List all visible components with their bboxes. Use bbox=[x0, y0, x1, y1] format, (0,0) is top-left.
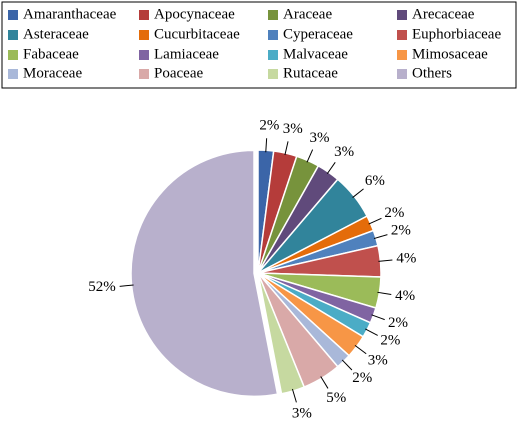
leader-line bbox=[291, 388, 297, 403]
data-label: 4% bbox=[395, 288, 415, 304]
legend-label: Mimosaceae bbox=[412, 46, 488, 62]
leader-line bbox=[119, 284, 134, 287]
leader-line bbox=[284, 141, 289, 156]
leader-line bbox=[371, 314, 385, 321]
legend-swatch bbox=[8, 30, 18, 40]
pie-slice bbox=[130, 149, 279, 398]
data-label: 4% bbox=[396, 250, 416, 266]
legend-label: Rutaceae bbox=[283, 65, 338, 81]
legend-label: Moraceae bbox=[23, 65, 82, 81]
legend-label: Asteraceae bbox=[23, 26, 89, 42]
leader-line bbox=[320, 376, 329, 389]
leader-line bbox=[306, 149, 314, 163]
legend-label: Cyperaceae bbox=[283, 26, 353, 42]
data-label: 2% bbox=[391, 223, 411, 239]
data-label: 2% bbox=[380, 332, 400, 348]
legend-swatch bbox=[268, 69, 278, 79]
legend-label: Arecaceae bbox=[412, 6, 475, 22]
data-label: 3% bbox=[334, 144, 354, 160]
legend-swatch bbox=[139, 30, 149, 40]
legend-swatch bbox=[397, 50, 407, 60]
legend-swatch bbox=[268, 50, 278, 60]
leader-line bbox=[352, 188, 364, 198]
legend-swatch bbox=[8, 69, 18, 79]
legend-swatch bbox=[397, 69, 407, 79]
legend-swatch bbox=[8, 10, 18, 20]
legend-swatch bbox=[397, 30, 407, 40]
leader-line bbox=[341, 359, 353, 371]
legend-box bbox=[1, 1, 517, 89]
legend-swatch bbox=[8, 50, 18, 60]
legend-label: Others bbox=[412, 65, 452, 81]
leader-line bbox=[378, 259, 393, 262]
data-label: 2% bbox=[352, 370, 372, 386]
data-label: 5% bbox=[326, 390, 346, 406]
legend-label: Apocynaceae bbox=[154, 6, 235, 22]
leader-line bbox=[365, 328, 378, 336]
data-label: 3% bbox=[368, 352, 388, 368]
data-label: 2% bbox=[384, 205, 404, 221]
legend-label: Euphorbiaceae bbox=[412, 26, 501, 42]
legend-label: Malvaceae bbox=[283, 46, 348, 62]
legend-label: Araceae bbox=[283, 6, 332, 22]
leader-line bbox=[265, 138, 268, 153]
legend-swatch bbox=[139, 10, 149, 20]
data-label: 2% bbox=[259, 118, 279, 134]
leader-line bbox=[326, 161, 336, 175]
leader-line bbox=[377, 291, 392, 296]
legend-label: Fabaceae bbox=[23, 46, 79, 62]
data-label: 2% bbox=[388, 315, 408, 331]
legend-swatch bbox=[397, 10, 407, 20]
leader-line bbox=[354, 344, 367, 355]
leader-line bbox=[373, 234, 388, 240]
legend-swatch bbox=[139, 69, 149, 79]
leader-line bbox=[368, 217, 382, 225]
data-label: 3% bbox=[283, 121, 303, 137]
legend-swatch bbox=[139, 50, 149, 60]
legend-label: Lamiaceae bbox=[154, 46, 219, 62]
legend-label: Poaceae bbox=[154, 65, 203, 81]
data-label: 6% bbox=[365, 173, 385, 189]
legend-swatch bbox=[268, 10, 278, 20]
legend-swatch bbox=[268, 30, 278, 40]
legend-label: Cucurbitaceae bbox=[154, 26, 240, 42]
legend-label: Amaranthaceae bbox=[23, 6, 117, 22]
data-label: 3% bbox=[292, 405, 312, 421]
data-label: 52% bbox=[88, 279, 116, 295]
data-label: 3% bbox=[310, 130, 330, 146]
